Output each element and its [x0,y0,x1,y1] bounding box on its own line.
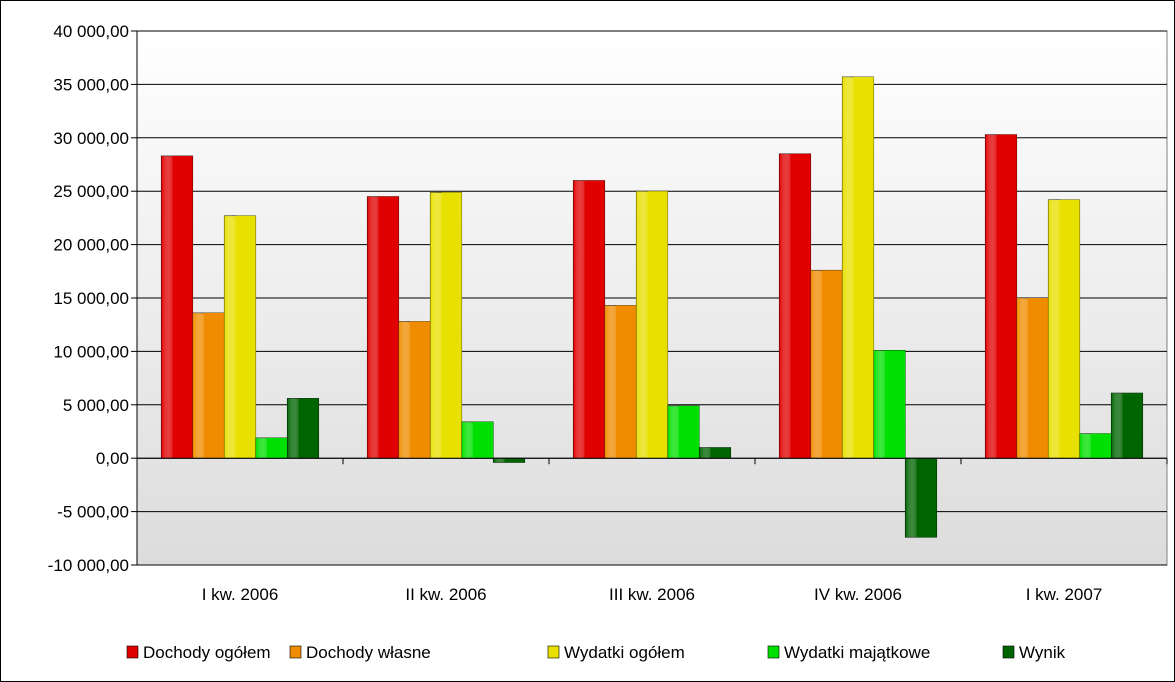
bar-shine [905,458,937,538]
bar-dochody-własne-3 [604,305,637,459]
bar-shine [1079,433,1112,459]
bar-dochody-ogółem-5 [984,134,1018,459]
bar-shine [573,180,605,459]
bar-shine [1048,199,1080,459]
bar-shine [461,421,494,459]
y-tick-label: 40 000,00 [53,22,129,41]
legend-item: Wydatki majątkowe [767,643,930,662]
legend-item: Wynik [1002,643,1066,662]
bar-dochody-ogółem-1 [160,155,194,459]
bar-shine [493,458,525,463]
bar-shine [667,405,700,459]
bar-shine [367,196,399,459]
bar-dochody-ogółem-4 [778,153,812,459]
legend-swatch [547,645,560,659]
bar-shine [430,192,462,459]
bar-wynik-3 [698,447,732,459]
bar-wydatki-majątkowe-2 [461,421,494,459]
bar-shine [604,305,637,459]
x-tick-label: III kw. 2006 [609,585,695,604]
bar-dochody-ogółem-2 [366,196,400,459]
legend-swatch [767,645,780,659]
y-tick-label: 20 000,00 [53,236,129,255]
x-tick-label: I kw. 2006 [202,585,279,604]
bar-shine [161,155,193,459]
bar-shine [873,350,906,459]
bar-wydatki-majątkowe-5 [1079,433,1112,459]
bar-wydatki-ogółem-4 [841,76,875,459]
bars [160,76,1144,538]
bar-wynik-4 [904,457,938,538]
bar-shine [255,437,288,459]
bar-wydatki-ogółem-5 [1047,199,1081,459]
bar-shine [636,191,668,459]
legend-swatch [1002,645,1015,659]
bar-wynik-5 [1110,392,1144,459]
bar-wynik-1 [286,398,320,459]
x-tick-label: IV kw. 2006 [814,585,902,604]
bar-dochody-własne-5 [1016,297,1049,459]
legend-swatch [126,645,139,659]
legend-swatch [289,645,302,659]
x-tick-label: I kw. 2007 [1026,585,1103,604]
bar-shine [224,215,256,459]
bar-shine [699,447,731,459]
bar-wydatki-majątkowe-1 [255,437,288,459]
x-axis-labels: I kw. 2006 II kw. 2006 III kw. 2006 IV kw. … [136,458,1168,604]
legend-item: Dochody własne [289,643,431,662]
legend: Dochody ogółem Dochody własne Wydatki ogół… [126,643,1066,662]
y-tick-label: 10 000,00 [53,342,129,361]
bar-shine [1111,393,1143,459]
legend-item: Dochody ogółem [126,643,271,662]
bar-shine [985,134,1017,459]
legend-item: Wydatki ogółem [547,643,685,662]
bar-wydatki-ogółem-2 [429,191,463,459]
legend-label: Wydatki majątkowe [784,643,930,662]
bar-shine [192,312,225,459]
bar-wydatki-majątkowe-4 [873,350,906,459]
bar-shine [398,321,431,459]
x-tick-label: II kw. 2006 [405,585,486,604]
legend-label: Wydatki ogółem [564,643,685,662]
y-tick-label: -5 000,00 [57,503,129,522]
y-tick-label: 35 000,00 [53,75,129,94]
y-tick-label: 0,00 [96,449,129,468]
bar-dochody-własne-1 [192,312,225,459]
y-tick-label: -10 000,00 [48,556,129,575]
bar-wydatki-ogółem-1 [223,215,257,459]
bar-shine [810,270,843,459]
legend-label: Dochody własne [306,643,431,662]
y-tick-label: 30 000,00 [53,129,129,148]
legend-label: Wynik [1019,643,1066,662]
y-tick-label: 15 000,00 [53,289,129,308]
bar-dochody-własne-2 [398,321,431,459]
y-axis-ticks: 40 000,00 35 000,00 30 000,00 25 000,00 20 0… [48,22,137,575]
bar-shine [287,398,319,459]
bar-wynik-2 [492,457,526,463]
legend-label: Dochody ogółem [143,643,271,662]
bar-wydatki-ogółem-3 [635,190,669,459]
bar-shine [1016,298,1049,459]
bar-shine [842,76,874,459]
bar-wydatki-majątkowe-3 [667,405,700,459]
bar-shine [779,153,811,459]
bar-dochody-własne-4 [810,269,843,459]
y-tick-label: 5 000,00 [63,396,129,415]
axes [136,31,1167,565]
bar-dochody-ogółem-3 [572,180,606,459]
y-tick-label: 25 000,00 [53,182,129,201]
